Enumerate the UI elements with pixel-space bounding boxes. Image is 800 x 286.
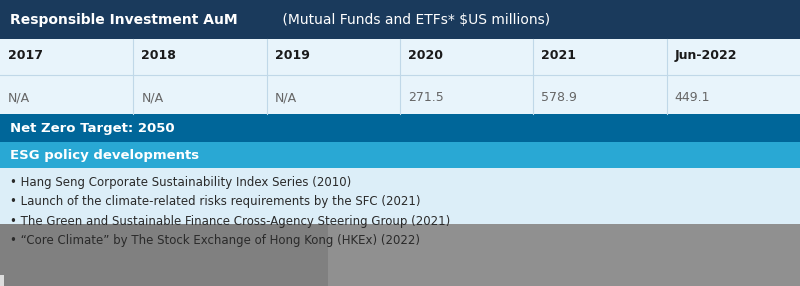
Text: Responsible Investment AuM: Responsible Investment AuM bbox=[10, 13, 238, 27]
Text: 2019: 2019 bbox=[274, 49, 310, 62]
Text: 449.1: 449.1 bbox=[674, 92, 710, 104]
Text: 2020: 2020 bbox=[408, 49, 443, 62]
FancyBboxPatch shape bbox=[328, 224, 800, 286]
FancyBboxPatch shape bbox=[0, 168, 800, 255]
Text: Jun-2022: Jun-2022 bbox=[674, 49, 737, 62]
Text: • “Core Climate” by The Stock Exchange of Hong Kong (HKEx) (2022): • “Core Climate” by The Stock Exchange o… bbox=[10, 234, 420, 247]
Text: • The Green and Sustainable Finance Cross-Agency Steering Group (2021): • The Green and Sustainable Finance Cros… bbox=[10, 215, 450, 228]
Text: N/A: N/A bbox=[142, 92, 163, 104]
Text: ESG policy developments: ESG policy developments bbox=[10, 148, 198, 162]
FancyBboxPatch shape bbox=[0, 39, 800, 114]
Text: 578.9: 578.9 bbox=[542, 92, 578, 104]
Text: 271.5: 271.5 bbox=[408, 92, 444, 104]
FancyBboxPatch shape bbox=[0, 275, 4, 286]
Text: N/A: N/A bbox=[8, 92, 30, 104]
Text: 2017: 2017 bbox=[8, 49, 43, 62]
Text: • Hang Seng Corporate Sustainability Index Series (2010): • Hang Seng Corporate Sustainability Ind… bbox=[10, 176, 351, 189]
Text: • Launch of the climate-related risks requirements by the SFC (2021): • Launch of the climate-related risks re… bbox=[10, 195, 420, 208]
Text: (Mutual Funds and ETFs* $US millions): (Mutual Funds and ETFs* $US millions) bbox=[278, 13, 550, 27]
Text: N/A: N/A bbox=[274, 92, 297, 104]
FancyBboxPatch shape bbox=[0, 224, 328, 286]
FancyBboxPatch shape bbox=[0, 0, 800, 39]
Text: 2021: 2021 bbox=[542, 49, 576, 62]
FancyBboxPatch shape bbox=[0, 142, 800, 168]
Text: 2018: 2018 bbox=[142, 49, 176, 62]
FancyBboxPatch shape bbox=[0, 114, 800, 142]
Text: Net Zero Target: 2050: Net Zero Target: 2050 bbox=[10, 122, 174, 135]
